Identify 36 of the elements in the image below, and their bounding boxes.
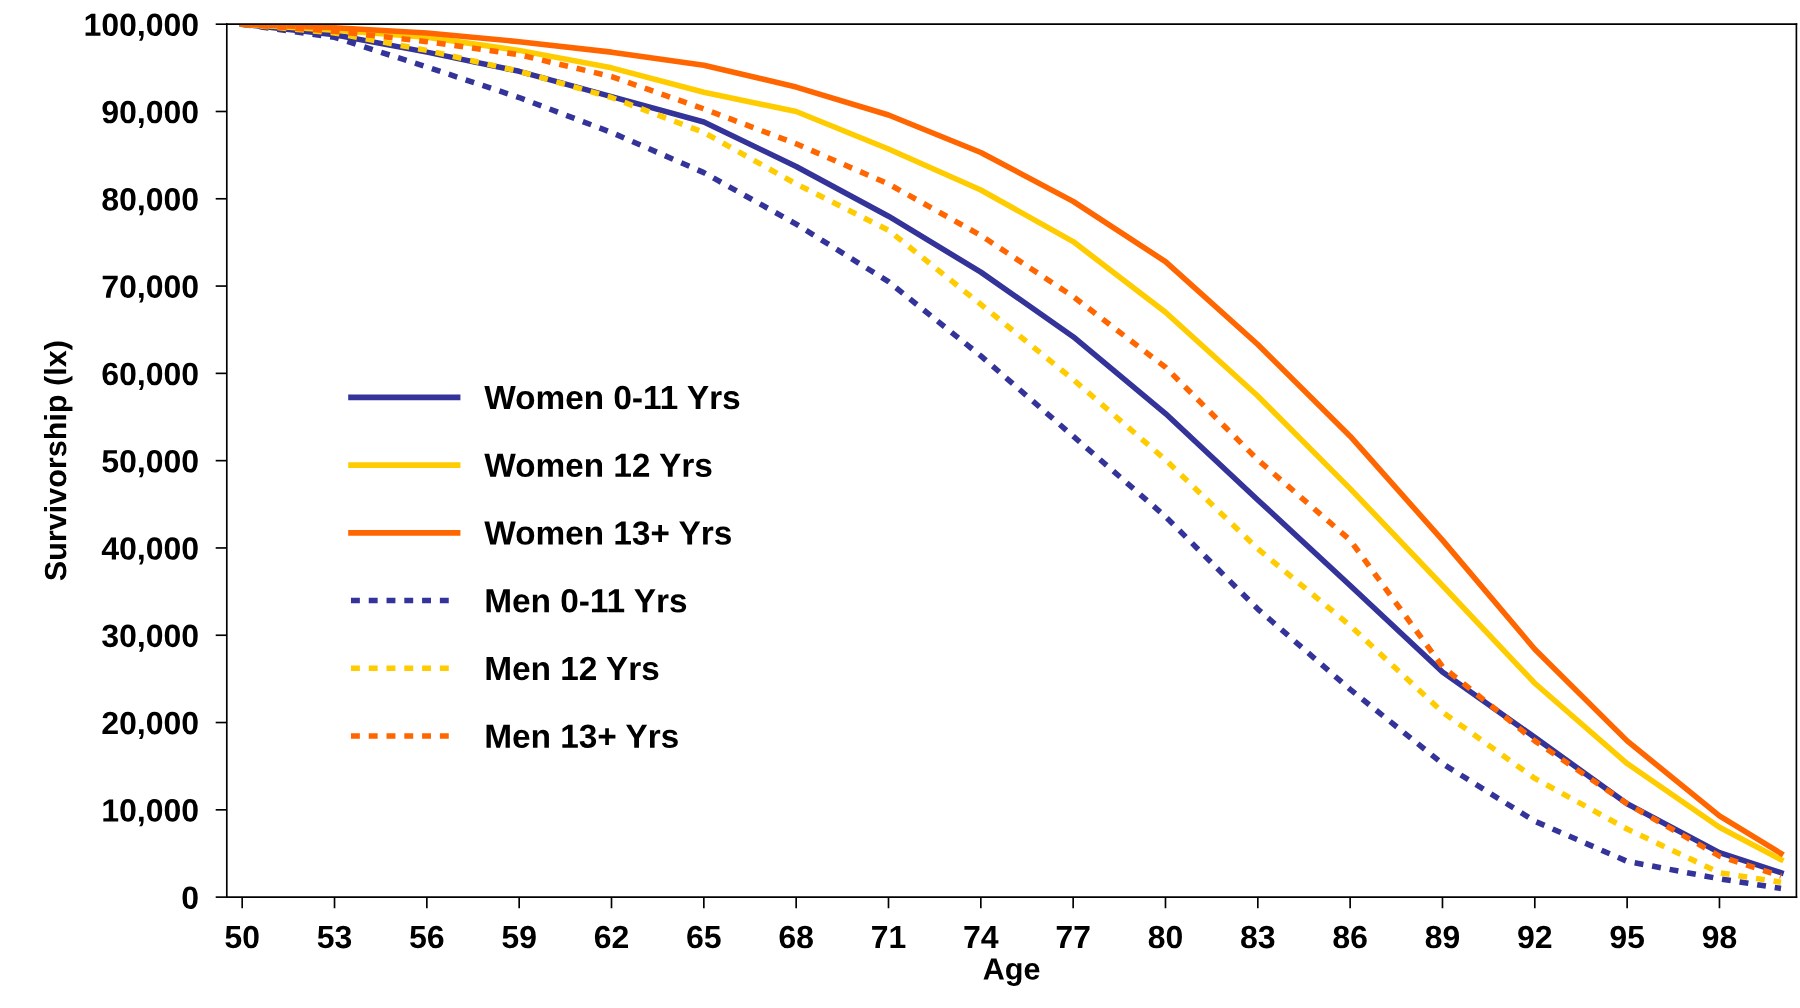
legend-label: Men 13+ Yrs [486,724,678,749]
x-tick-label: 65 [687,925,721,949]
x-tick-label: 77 [1056,926,1090,949]
x-tick-label: 59 [502,925,536,949]
y-tick-label: 60,000 [102,362,198,390]
x-tick-label: 71 [872,926,906,949]
x-tick-label: 68 [779,925,813,949]
x-tick-label: 53 [317,925,352,949]
x-tick-label: 95 [1610,925,1645,949]
y-tick-label: 90,000 [102,100,198,129]
x-axis-title: Age [983,958,1040,986]
x-tick-label: 80 [1148,925,1182,949]
x-tick-label: 74 [964,926,999,949]
y-tick-label: 70,000 [102,275,198,303]
y-tick-label: 0 [182,886,198,910]
y-tick-label: 10,000 [103,799,198,827]
y-axis-title: Survivorship (lx) [43,341,73,581]
legend-label: Men 12 Yrs [486,656,659,681]
y-tick-label: 50,000 [102,449,198,478]
x-tick-label: 50 [225,925,259,949]
y-tick-label: 30,000 [102,624,198,652]
legend-label: Men 0-11 Yrs [486,588,687,613]
x-tick-label: 98 [1702,925,1737,949]
legend-label: Women 12 Yrs [484,453,712,478]
x-tick-label: 89 [1425,925,1460,949]
y-tick-label: 80,000 [102,188,198,216]
x-tick-label: 56 [410,925,444,949]
x-tick-label: 86 [1333,925,1367,949]
y-tick-label: 20,000 [102,711,198,740]
y-tick-label: 100,000 [85,13,198,41]
legend-label: Women 0-11 Yrs [484,385,740,410]
y-tick-label: 40,000 [101,537,198,565]
x-tick-label: 62 [594,925,628,949]
x-tick-label: 83 [1241,925,1275,949]
legend-label: Women 13+ Yrs [484,521,731,545]
x-tick-label: 92 [1518,925,1552,949]
